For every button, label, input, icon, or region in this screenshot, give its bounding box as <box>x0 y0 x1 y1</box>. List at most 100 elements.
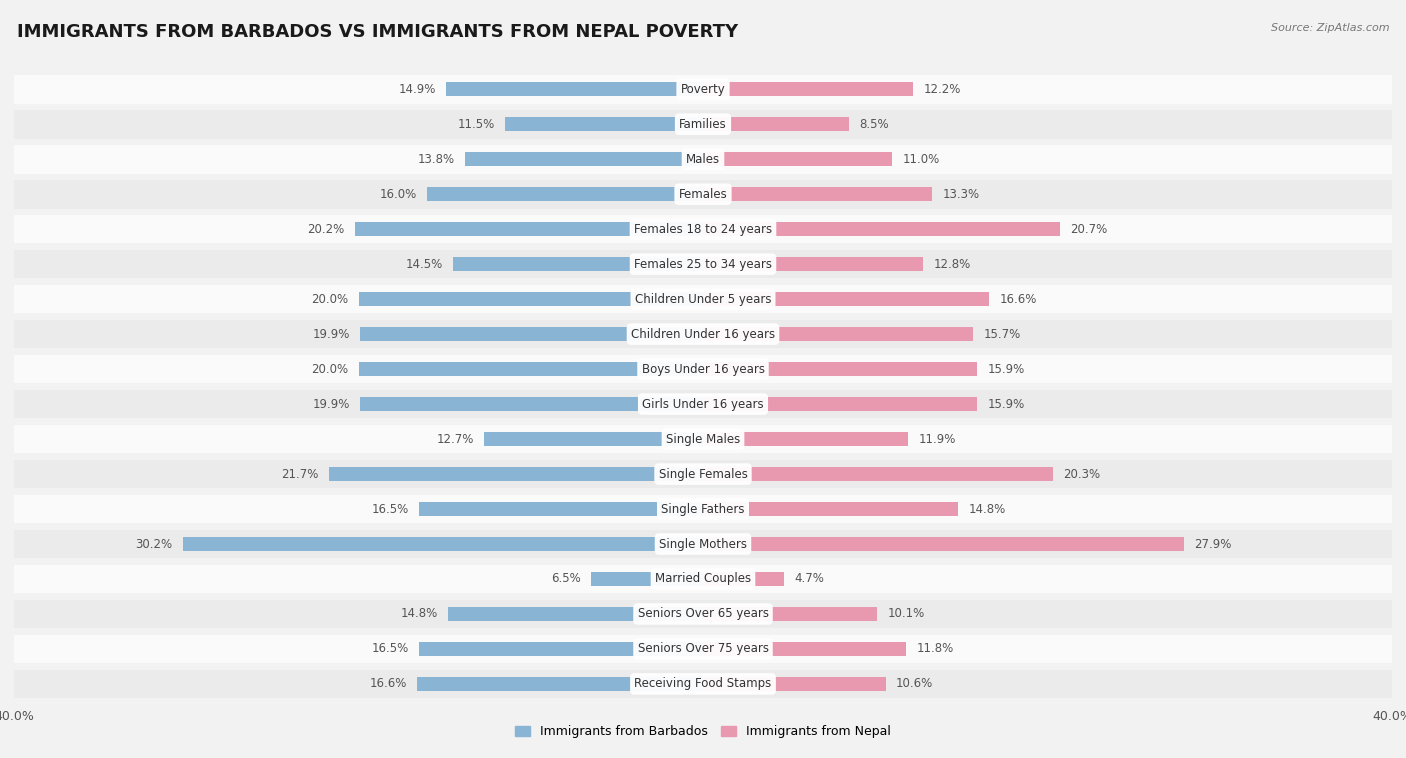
Bar <box>14 180 1392 208</box>
Text: 16.5%: 16.5% <box>371 503 409 515</box>
Bar <box>14 669 1392 698</box>
Text: Families: Families <box>679 117 727 130</box>
Text: 14.8%: 14.8% <box>401 607 437 621</box>
Bar <box>14 250 1392 278</box>
Bar <box>446 82 703 96</box>
Bar <box>14 495 1392 523</box>
Text: Boys Under 16 years: Boys Under 16 years <box>641 362 765 375</box>
Bar <box>703 362 977 376</box>
Text: 16.6%: 16.6% <box>1000 293 1036 305</box>
Bar <box>14 110 1392 139</box>
Bar <box>14 285 1392 314</box>
Text: 21.7%: 21.7% <box>281 468 319 481</box>
Bar <box>484 432 703 446</box>
Bar <box>453 257 703 271</box>
Text: 30.2%: 30.2% <box>135 537 173 550</box>
Text: Seniors Over 65 years: Seniors Over 65 years <box>637 607 769 621</box>
Text: 20.3%: 20.3% <box>1063 468 1099 481</box>
Bar <box>360 397 703 411</box>
Text: 19.9%: 19.9% <box>312 327 350 340</box>
Bar <box>703 187 932 201</box>
Text: Females 18 to 24 years: Females 18 to 24 years <box>634 223 772 236</box>
Bar <box>703 502 957 516</box>
Text: Single Males: Single Males <box>666 433 740 446</box>
Text: Females: Females <box>679 188 727 201</box>
Bar <box>703 537 1184 551</box>
Text: 16.6%: 16.6% <box>370 678 406 691</box>
Bar <box>14 145 1392 174</box>
Text: Single Fathers: Single Fathers <box>661 503 745 515</box>
Text: Females 25 to 34 years: Females 25 to 34 years <box>634 258 772 271</box>
Bar <box>14 530 1392 559</box>
Bar <box>703 467 1053 481</box>
Bar <box>359 362 703 376</box>
Text: 20.0%: 20.0% <box>311 293 349 305</box>
Text: Single Mothers: Single Mothers <box>659 537 747 550</box>
Bar <box>703 572 785 586</box>
Text: 14.9%: 14.9% <box>399 83 436 96</box>
Text: IMMIGRANTS FROM BARBADOS VS IMMIGRANTS FROM NEPAL POVERTY: IMMIGRANTS FROM BARBADOS VS IMMIGRANTS F… <box>17 23 738 41</box>
Bar <box>329 467 703 481</box>
Bar <box>14 320 1392 349</box>
Text: 6.5%: 6.5% <box>551 572 581 585</box>
Bar <box>359 292 703 306</box>
Bar <box>419 502 703 516</box>
Bar <box>591 572 703 586</box>
Text: Males: Males <box>686 152 720 166</box>
Text: Seniors Over 75 years: Seniors Over 75 years <box>637 643 769 656</box>
Bar <box>703 397 977 411</box>
Text: Children Under 5 years: Children Under 5 years <box>634 293 772 305</box>
Text: 27.9%: 27.9% <box>1194 537 1232 550</box>
Bar <box>14 424 1392 453</box>
Text: 11.8%: 11.8% <box>917 643 953 656</box>
Text: 16.0%: 16.0% <box>380 188 418 201</box>
Text: 20.2%: 20.2% <box>308 223 344 236</box>
Text: Children Under 16 years: Children Under 16 years <box>631 327 775 340</box>
Bar <box>183 537 703 551</box>
Text: Poverty: Poverty <box>681 83 725 96</box>
Legend: Immigrants from Barbados, Immigrants from Nepal: Immigrants from Barbados, Immigrants fro… <box>510 720 896 744</box>
Text: Married Couples: Married Couples <box>655 572 751 585</box>
Text: Girls Under 16 years: Girls Under 16 years <box>643 398 763 411</box>
Text: 19.9%: 19.9% <box>312 398 350 411</box>
Text: 4.7%: 4.7% <box>794 572 824 585</box>
Bar <box>465 152 703 166</box>
Bar <box>703 222 1060 236</box>
Bar <box>14 600 1392 628</box>
Bar <box>703 642 907 656</box>
Text: 14.8%: 14.8% <box>969 503 1005 515</box>
Text: 12.2%: 12.2% <box>924 83 960 96</box>
Bar <box>14 355 1392 384</box>
Text: 13.8%: 13.8% <box>418 152 456 166</box>
Text: Single Females: Single Females <box>658 468 748 481</box>
Text: Receiving Food Stamps: Receiving Food Stamps <box>634 678 772 691</box>
Text: 12.7%: 12.7% <box>436 433 474 446</box>
Bar <box>14 75 1392 104</box>
Bar <box>356 222 703 236</box>
Text: 10.1%: 10.1% <box>887 607 925 621</box>
Bar <box>703 327 973 341</box>
Bar <box>703 677 886 691</box>
Bar <box>703 257 924 271</box>
Bar <box>703 152 893 166</box>
Text: 14.5%: 14.5% <box>406 258 443 271</box>
Bar <box>449 607 703 621</box>
Bar <box>703 82 912 96</box>
Text: 10.6%: 10.6% <box>896 678 934 691</box>
Text: Source: ZipAtlas.com: Source: ZipAtlas.com <box>1271 23 1389 33</box>
Bar <box>14 634 1392 663</box>
Text: 8.5%: 8.5% <box>859 117 890 130</box>
Text: 11.5%: 11.5% <box>457 117 495 130</box>
Bar <box>14 390 1392 418</box>
Text: 11.0%: 11.0% <box>903 152 941 166</box>
Text: 11.9%: 11.9% <box>918 433 956 446</box>
Text: 15.9%: 15.9% <box>987 398 1025 411</box>
Text: 15.7%: 15.7% <box>984 327 1021 340</box>
Text: 15.9%: 15.9% <box>987 362 1025 375</box>
Bar <box>703 292 988 306</box>
Bar <box>505 117 703 131</box>
Bar <box>419 642 703 656</box>
Bar <box>703 432 908 446</box>
Bar <box>703 607 877 621</box>
Bar <box>360 327 703 341</box>
